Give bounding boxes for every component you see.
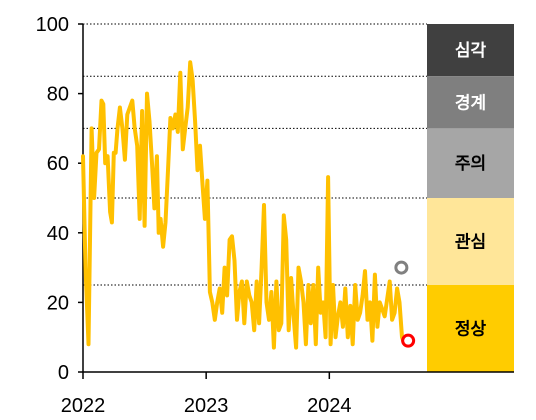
- y-tick-label: 100: [36, 14, 69, 36]
- y-tick-label: 40: [47, 223, 69, 245]
- zone-band-3: [427, 198, 514, 285]
- zone-band-4: [427, 285, 514, 372]
- threshold-lines: [83, 23, 427, 286]
- zone-label-2: 주의: [455, 154, 486, 174]
- y-tick-label: 80: [47, 84, 69, 106]
- y-tick-label: 60: [47, 153, 69, 175]
- zone-band-1: [427, 76, 514, 129]
- tick-labels: 0 20 40 60 80 100 2022 2023 2024: [36, 14, 352, 417]
- marker-point-0: [394, 260, 409, 275]
- zone-label-4: 정상: [455, 320, 487, 340]
- x-tick-label: 2023: [184, 395, 229, 417]
- marker-layer: [394, 260, 416, 348]
- zone-label-1: 경계: [455, 93, 486, 113]
- x-tick-label: 2022: [61, 395, 106, 417]
- series-line-0: [81, 60, 406, 350]
- y-tick-label: 0: [58, 362, 69, 384]
- y-tick-label: 20: [47, 292, 69, 314]
- zone-label-0: 심각: [455, 41, 487, 61]
- zone-band-0: [427, 24, 514, 77]
- series-layer: [81, 60, 406, 350]
- x-tick-label: 2024: [307, 395, 352, 417]
- zone-band-2: [427, 128, 514, 198]
- marker-point-1: [401, 333, 416, 348]
- zone-label-3: 관심: [455, 233, 486, 253]
